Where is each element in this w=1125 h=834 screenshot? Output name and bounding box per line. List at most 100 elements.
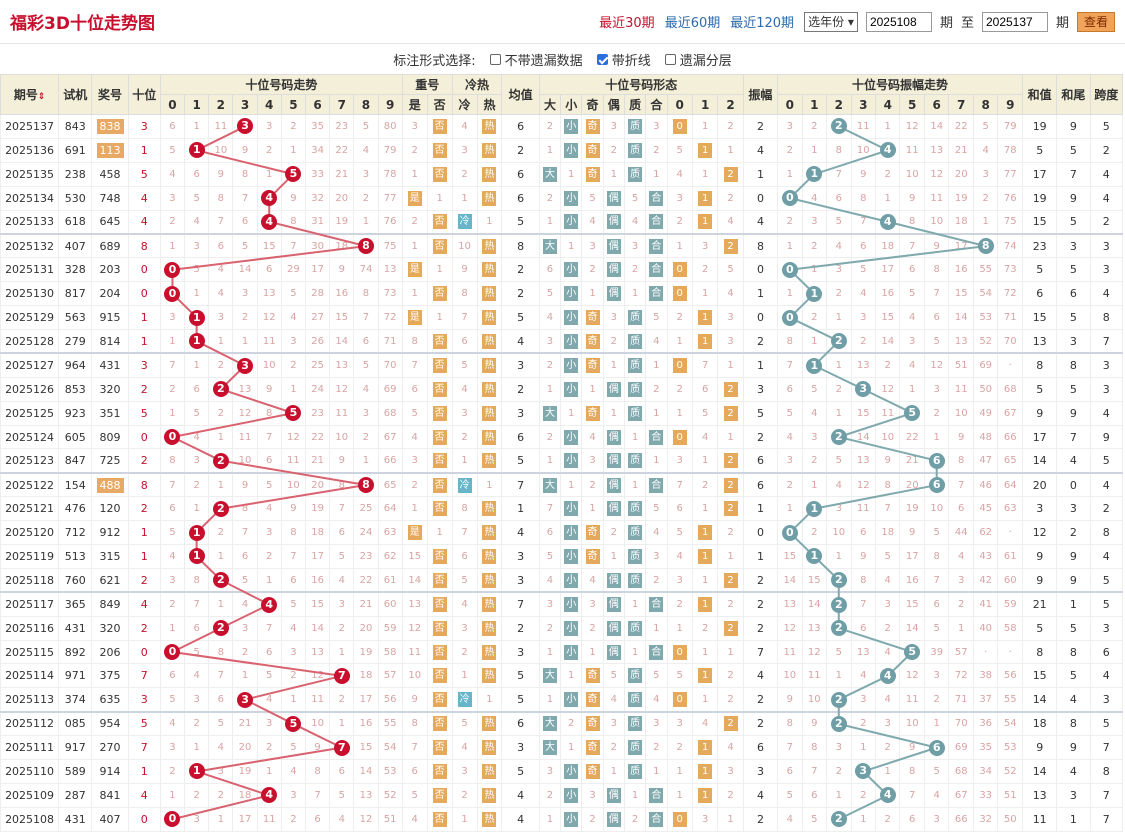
period-30-link[interactable]: 最近30期 [599,16,655,31]
period-120-link[interactable]: 最近120期 [730,16,795,31]
trend-ball: 2 [212,500,229,517]
year-select[interactable]: 选年份 ▾ [804,11,858,32]
trend-ball: 4 [261,213,278,230]
tag-label: 大 [542,477,557,493]
amp-trend-cell: 12 [777,615,803,641]
cell: 奇 [581,710,604,737]
span-cell: 6 [1089,639,1124,665]
cell: 1 [623,639,647,665]
cell: 热 [476,329,503,354]
trend-cell: 3 [159,185,186,211]
cell: 1 [560,232,583,259]
trend-cell: 2 [184,782,210,808]
cell: 4 [401,806,428,832]
trend-cell: 1 [280,137,306,163]
trend-cell: 13 [232,376,258,402]
amp-trend-cell: 12 [899,114,925,139]
amp-trend-cell: 4 [899,305,925,331]
trend-cell: 1 [232,663,258,689]
table-row: 2025108 431 407 0 0 3 1 17 11 2 6 4 12 51 4 否 1 热 4 1 小 2 偶 2 合 0… [0,806,1124,832]
cell: 否 [426,687,453,713]
option-lines[interactable]: 带折线 [596,50,651,69]
trend-cell: 5 [353,352,379,378]
road-cell: 2 [666,209,693,235]
amp-trend-cell: 5 [972,114,999,139]
sub-header-cell: 奇 [581,94,604,115]
ten-cell: 3 [127,114,161,139]
amp-trend-cell: 70 [997,329,1024,354]
cell: 小 [560,257,583,283]
cell: 4 [645,687,668,713]
trend-cell: 0 [159,257,186,283]
amp-trend-cell: 5 [801,376,828,402]
amp-trend-cell: 6 [850,615,877,641]
amp-trend-cell: 77 [997,161,1024,187]
amp-trend-cell: 5 [777,400,803,426]
tag-label: 偶 [606,286,621,302]
tag-label: 质 [628,405,643,421]
amp-trend-cell: 1 [874,114,901,139]
road-cell: 2 [717,782,744,808]
cell: 8 [401,329,428,354]
cell: 否 [426,639,453,665]
road-cell: 2 [717,232,744,259]
amp-trend-cell: 2 [801,114,828,139]
amp-trend-cell: 7 [923,281,950,307]
from-issue-input[interactable] [865,11,932,32]
trend-ball: 1 [188,333,205,350]
table-row: 2025135 238 458 5 4 6 9 8 1 5 33 21 3 78 1 否 2 热 6 大 1 奇 1 质 1 4 1… [0,161,1124,187]
sum-cell: 17 [1022,161,1058,187]
col-issue[interactable]: 期号⇕ [0,74,60,115]
cell: 5 [451,352,478,378]
option-layers[interactable]: 遗漏分层 [664,50,732,69]
cell: 2 [602,137,625,163]
tail-cell: 9 [1056,185,1091,211]
trend-cell: 2 [280,806,306,832]
amp-trend-cell: 2 [826,687,852,713]
cell: 偶 [602,281,625,307]
tag-label: 偶 [606,620,621,636]
amp-trend-cell: 7 [874,496,901,522]
col-issue-label: 期号 [13,88,38,102]
cell: 否 [426,232,453,259]
tag-label: 热 [482,740,497,756]
amp-trend-cell: 3 [850,759,877,784]
trend-cell: 6 [232,544,258,569]
span-cell: 2 [1089,209,1124,235]
sub-header-cell: 2 [717,94,744,115]
amp-trend-cell: 2 [850,710,877,737]
amp-trend-cell: 7 [850,591,877,617]
view-button[interactable]: 查看 [1076,11,1115,32]
option-no-miss[interactable]: 不带遗漏数据 [489,50,583,69]
amp-cell: 5 [742,400,779,426]
sum-cell: 5 [1022,615,1058,641]
trend-cell: 20 [232,735,258,761]
to-issue-input[interactable] [981,11,1048,32]
road-tag: 2 [723,716,738,732]
checkbox-checked-icon [596,53,608,65]
trend-cell: 3 [208,305,234,331]
trial-cell: 287 [58,782,93,808]
amp-trend-cell: 74 [997,232,1024,259]
trend-cell: 17 [304,544,331,569]
period-60-link[interactable]: 最近60期 [664,16,721,31]
cell: 3 [581,591,604,617]
sub-header-cell: 2 [208,94,234,115]
trend-cell: 35 [304,114,331,139]
tail-cell: 3 [1056,496,1091,522]
prize-cell: 915 [91,305,129,331]
amp-ball: 1 [806,548,823,565]
cell: 1 [401,161,428,187]
amp-trend-cell: 39 [923,639,950,665]
cell: 热 [476,591,503,617]
cell: 4 [581,209,604,235]
sub-header-cell: 大 [538,94,562,115]
trend-cell: 20 [329,185,355,211]
cell: 15 [401,544,428,569]
trend-cell: 10 [329,424,355,450]
ten-cell: 4 [127,591,161,617]
cell: 1 [560,400,583,426]
cell: 1 [560,471,583,498]
trend-cell: 1 [208,806,234,832]
trend-cell: 8 [184,567,210,593]
